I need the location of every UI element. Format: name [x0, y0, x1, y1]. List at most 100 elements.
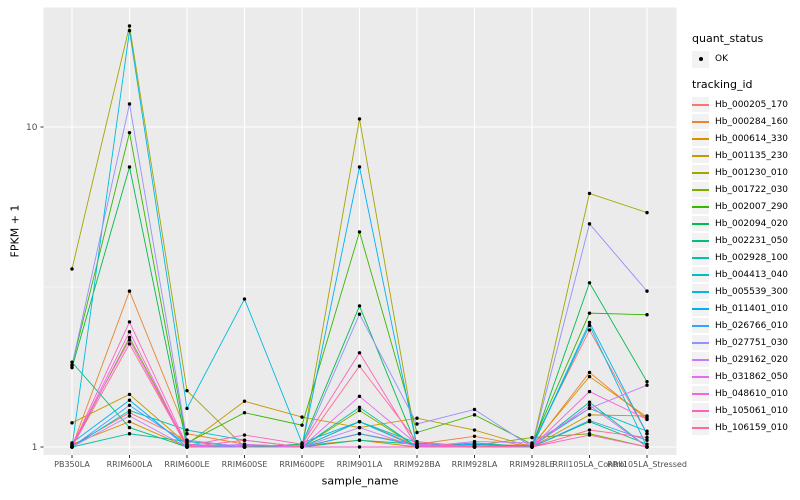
x-tick-label: RRIM928BA — [394, 460, 441, 469]
data-point — [185, 432, 189, 436]
data-point — [587, 406, 592, 411]
legend-key-line-icon — [692, 103, 709, 106]
data-point — [645, 432, 649, 436]
data-point — [70, 360, 74, 364]
legend-key-line-icon — [692, 154, 709, 157]
legend-entry-Hb_027751_030: Hb_027751_030 — [692, 334, 798, 351]
data-point — [587, 400, 592, 404]
legend-entry-Hb_002007_290: Hb_002007_290 — [692, 198, 798, 215]
data-point — [357, 405, 362, 410]
legend-entry-label: Hb_005539_300 — [715, 286, 789, 297]
legend-entry-label: Hb_001722_030 — [715, 184, 789, 195]
legend-entry-Hb_001230_010: Hb_001230_010 — [692, 164, 798, 181]
legend-entry-Hb_105061_010: Hb_105061_010 — [692, 402, 798, 419]
x-tick-label: RRIM600LE — [164, 460, 209, 469]
data-point — [127, 28, 132, 33]
legend-entry-Hb_048610_010: Hb_048610_010 — [692, 385, 798, 402]
legend-key-swatch — [692, 403, 709, 418]
legend-key-swatch — [692, 369, 709, 384]
data-point — [645, 414, 649, 418]
data-point — [587, 328, 592, 332]
legend-key-line-icon — [692, 409, 709, 412]
data-point — [70, 365, 74, 370]
data-point — [645, 445, 649, 449]
legend-entry-quant-ok: OK — [692, 50, 798, 68]
legend-entry-Hb_000205_170: Hb_000205_170 — [692, 96, 798, 113]
data-point — [587, 433, 592, 437]
legend-key-line-icon — [692, 256, 709, 259]
x-tick-label: RRIM600PE — [279, 460, 325, 469]
data-point — [357, 408, 362, 413]
legend-entry-label: Hb_004413_040 — [715, 269, 789, 280]
legend-key-line-icon — [692, 273, 709, 276]
data-point — [357, 364, 362, 368]
y-tick-label: 1 — [32, 443, 38, 453]
legend-key-swatch — [692, 182, 709, 197]
data-point — [472, 428, 477, 432]
legend-entry-Hb_005539_300: Hb_005539_300 — [692, 283, 798, 300]
data-point — [645, 435, 649, 440]
legend-key-swatch — [692, 335, 709, 350]
data-point — [472, 439, 477, 444]
legend-key-swatch — [692, 148, 709, 163]
data-point — [300, 442, 304, 446]
y-tick-label: 10 — [26, 123, 38, 133]
legend-key-swatch — [692, 216, 709, 231]
legend-key-line-icon — [692, 171, 709, 174]
data-point — [530, 445, 534, 449]
data-point — [357, 117, 362, 121]
data-point — [645, 417, 649, 422]
data-point — [127, 419, 132, 424]
data-point — [645, 442, 649, 446]
legend-entry-Hb_011401_010: Hb_011401_010 — [692, 300, 798, 317]
legend-key-line-icon — [692, 290, 709, 293]
data-point — [127, 414, 132, 418]
data-point — [357, 394, 362, 399]
legend-entry-label: Hb_001230_010 — [715, 167, 789, 178]
legend-key-swatch — [692, 199, 709, 214]
x-tick-label: RRIM928LE — [509, 460, 554, 469]
legend-key-line-icon — [692, 205, 709, 208]
x-axis-title: sample_name — [321, 474, 399, 488]
data-point — [127, 102, 132, 106]
data-point — [587, 389, 592, 394]
legend-entry-label: Hb_002094_020 — [715, 218, 789, 229]
data-point — [415, 442, 419, 446]
data-point — [242, 433, 247, 437]
data-point — [587, 403, 592, 407]
data-point — [357, 304, 362, 308]
data-point — [127, 335, 132, 340]
x-tick-label: PB350LA — [54, 460, 90, 469]
data-point — [185, 406, 189, 411]
data-point — [70, 442, 74, 446]
data-point — [127, 130, 132, 135]
data-point — [127, 398, 132, 402]
data-point — [645, 383, 649, 387]
data-point — [185, 438, 189, 442]
y-axis-title: FPKM + 1 — [8, 204, 22, 258]
data-point — [587, 418, 592, 423]
data-point — [587, 413, 592, 417]
legend-key-line-icon — [692, 358, 709, 361]
legend-key-swatch — [692, 131, 709, 146]
legend-key-swatch — [692, 352, 709, 367]
data-point — [645, 379, 649, 384]
data-point — [472, 413, 477, 417]
legend-entry-label: Hb_026766_010 — [715, 320, 789, 331]
legend-key-swatch — [692, 114, 709, 129]
x-tick-label: RRIM928LA — [452, 460, 498, 469]
data-point — [587, 374, 592, 379]
data-point — [357, 425, 362, 430]
data-point — [242, 410, 247, 415]
data-point — [645, 289, 649, 293]
legend-entry-label: Hb_002231_050 — [715, 235, 789, 246]
data-point — [415, 416, 419, 420]
legend-entry-label: Hb_027751_030 — [715, 337, 789, 348]
data-point — [415, 439, 419, 444]
data-point — [242, 442, 247, 446]
x-tick-label: RRII105LA_Control — [552, 460, 626, 469]
legend-entry-Hb_004413_040: Hb_004413_040 — [692, 266, 798, 283]
legend-key-swatch — [692, 420, 709, 435]
x-tick-label: RRIM600SE — [222, 460, 268, 469]
